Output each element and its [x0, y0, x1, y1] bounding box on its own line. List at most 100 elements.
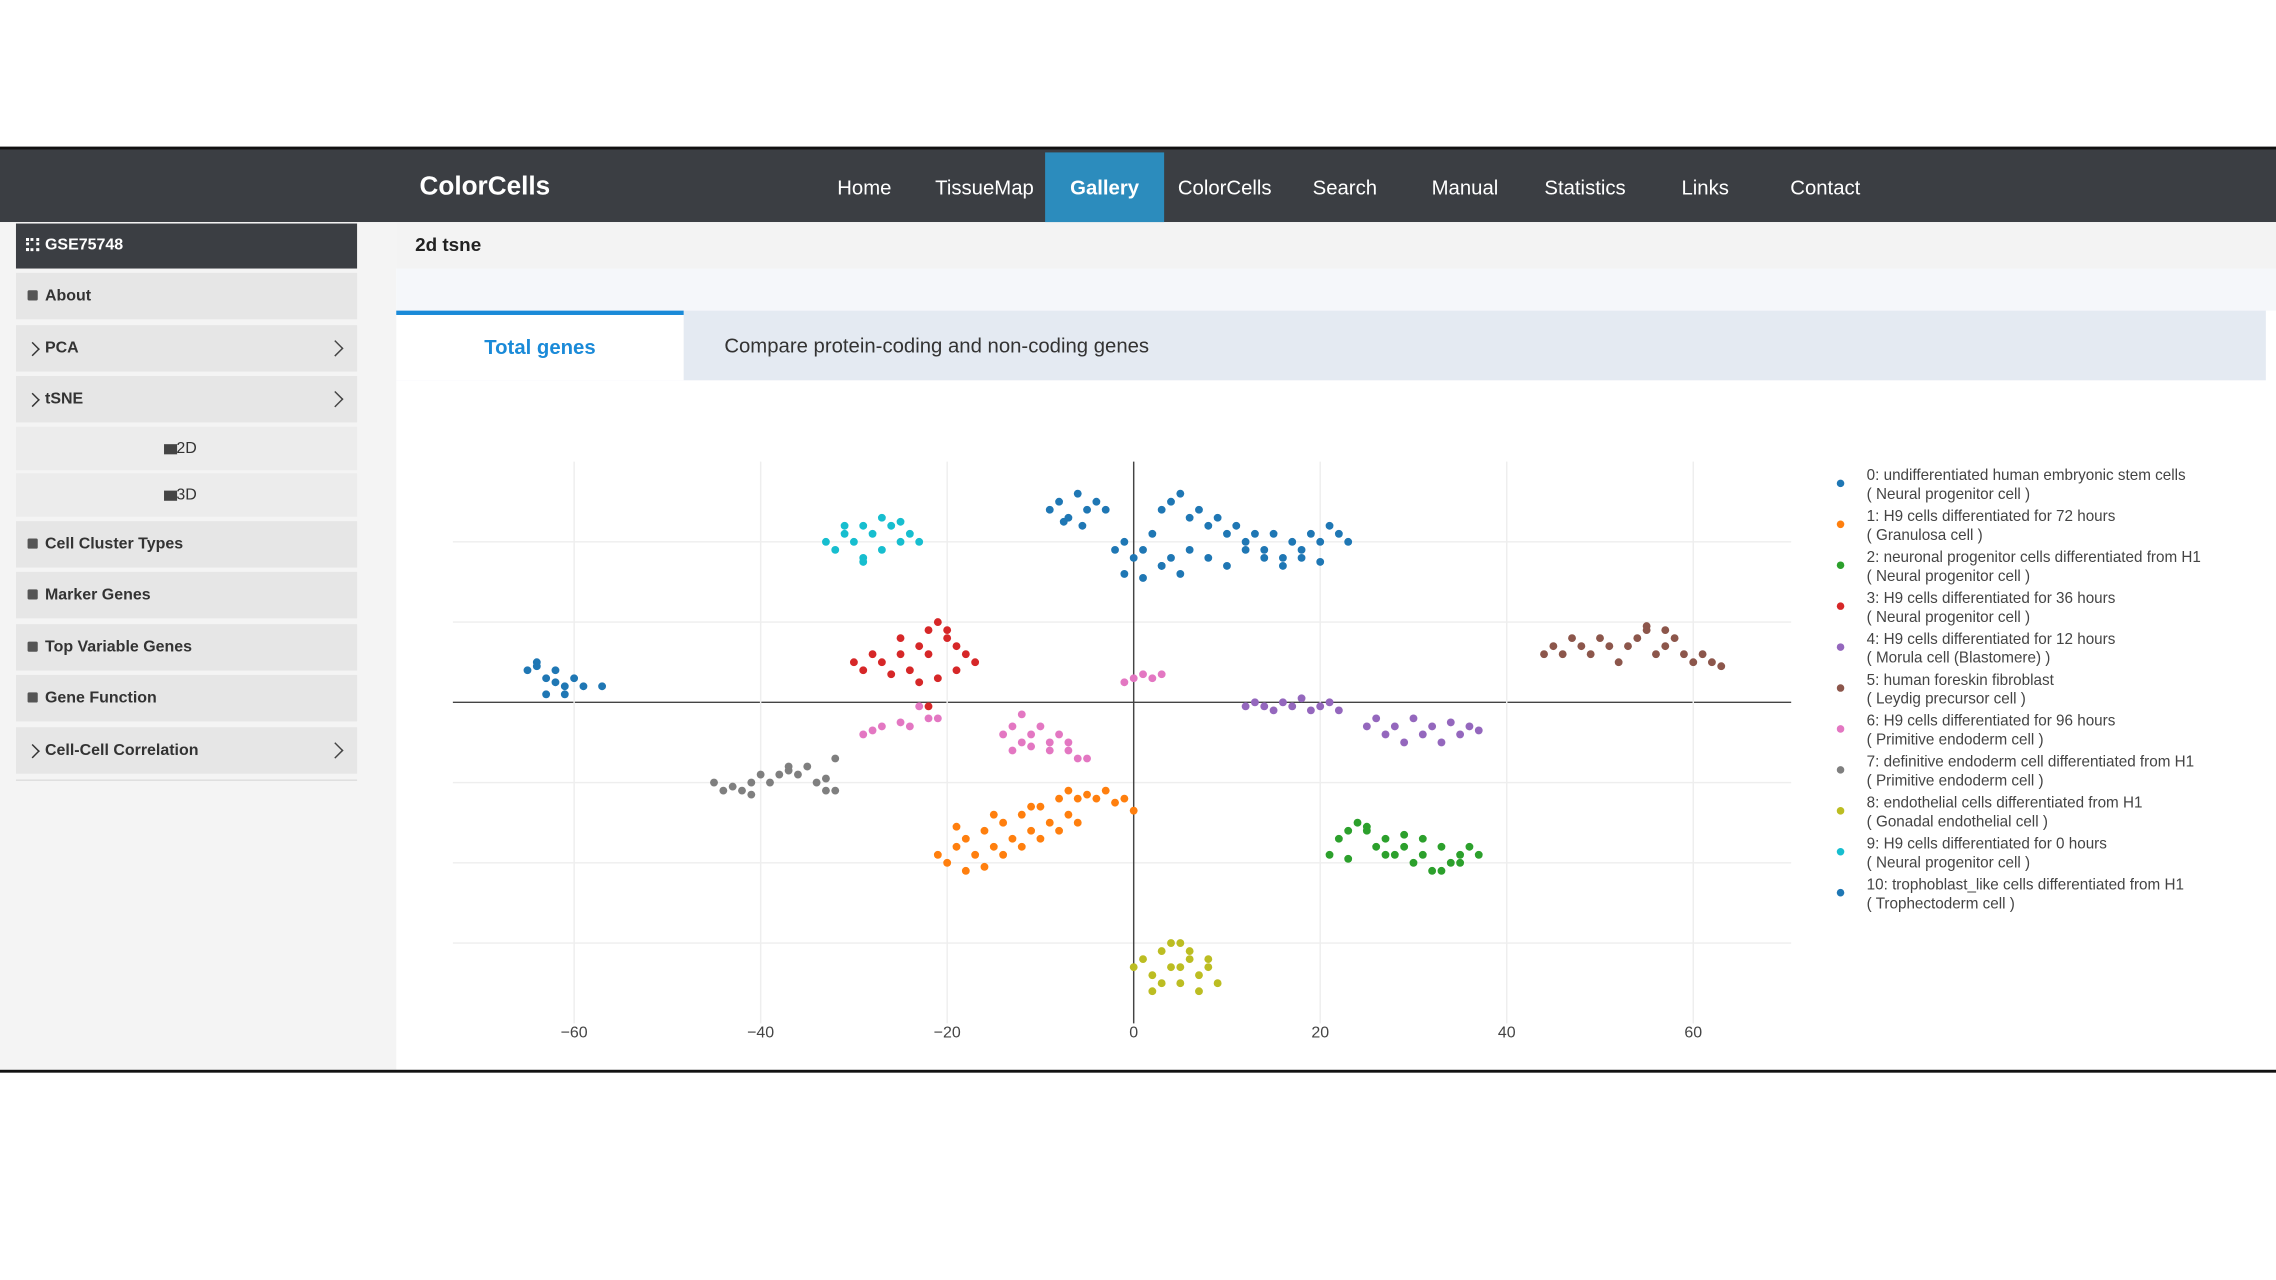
point	[1120, 537, 1129, 546]
point	[971, 850, 980, 859]
nav-link[interactable]: Home	[837, 175, 892, 199]
point	[1176, 489, 1185, 498]
tab[interactable]: Total genes	[396, 310, 684, 381]
point	[1148, 987, 1157, 996]
point	[1353, 818, 1362, 827]
point	[1055, 794, 1064, 803]
point	[1614, 658, 1623, 667]
tab[interactable]: Compare protein-coding and non-coding ge…	[724, 333, 1150, 358]
chevron	[327, 390, 344, 408]
point	[1269, 706, 1278, 715]
nav-link[interactable]: Contact	[1790, 175, 1861, 199]
point	[1381, 834, 1390, 843]
nav-link[interactable]: Statistics	[1544, 175, 1626, 199]
nav-link[interactable]: Links	[1681, 175, 1729, 199]
point	[1306, 706, 1315, 715]
nav-link[interactable]: Manual	[1431, 175, 1499, 199]
scatter-chart: −60 −40 −20 0 20 40 60 0: undifferentiated huma…	[452, 461, 2201, 1042]
point	[1213, 979, 1222, 988]
point	[747, 790, 756, 799]
point	[1083, 505, 1091, 514]
point	[1446, 718, 1455, 727]
point	[1260, 545, 1269, 554]
sidebar-item[interactable]: Cell Cluster Types	[15, 520, 358, 567]
sidebar-item[interactable]: About	[15, 272, 358, 320]
point	[1176, 570, 1185, 578]
point	[1456, 858, 1465, 867]
x-tick-label: 40	[1498, 1025, 1516, 1042]
nav-link[interactable]: ColorCells	[1177, 175, 1272, 199]
sidebar-item[interactable]: tSNE	[15, 375, 358, 423]
point	[1157, 979, 1166, 988]
point	[1129, 963, 1138, 972]
point	[1698, 650, 1707, 659]
sidebar-item[interactable]: Gene Function	[15, 674, 358, 722]
point	[747, 778, 756, 787]
sidebar-subitem[interactable]: 3D	[15, 472, 358, 517]
legend-marker	[1836, 847, 1845, 856]
point	[1073, 754, 1082, 763]
point	[1092, 794, 1101, 803]
point	[738, 786, 746, 795]
point	[1157, 947, 1166, 956]
point	[1078, 521, 1087, 530]
point	[1372, 842, 1381, 851]
point	[877, 513, 886, 522]
point	[1269, 529, 1278, 538]
point	[1059, 517, 1068, 526]
point	[905, 529, 914, 538]
point	[1334, 834, 1343, 843]
point	[719, 786, 728, 795]
sidebar-item[interactable]: PCA	[15, 324, 358, 371]
legend-sublabel: ( Morula cell (Blastomere) )	[1867, 650, 2051, 667]
nav-link[interactable]: Search	[1312, 175, 1378, 199]
point	[1707, 658, 1716, 667]
point	[560, 682, 569, 691]
sidebar-item[interactable]: Cell-Cell Correlation	[15, 726, 358, 773]
point	[1045, 738, 1054, 747]
nav-link[interactable]: Gallery	[1045, 152, 1165, 223]
point	[1577, 642, 1586, 651]
point	[1008, 722, 1017, 731]
nav-link[interactable]: TissueMap	[935, 175, 1034, 199]
sidebar-item[interactable]: Marker Genes	[15, 571, 358, 619]
point	[831, 545, 840, 554]
point	[532, 662, 541, 671]
point	[1474, 850, 1483, 859]
point	[999, 818, 1008, 827]
point	[1148, 674, 1157, 683]
point	[1045, 746, 1054, 755]
sidebar-header[interactable]: GSE75748	[15, 223, 358, 269]
point	[1185, 545, 1194, 554]
legend-label: 0: undifferentiated human embryonic stem…	[1867, 467, 2186, 484]
point	[849, 537, 858, 546]
point	[1017, 738, 1026, 747]
legend-sublabel: ( Granulosa cell )	[1867, 527, 1983, 544]
point	[1437, 842, 1446, 851]
point	[933, 618, 942, 627]
point	[1400, 738, 1409, 747]
point	[896, 517, 905, 526]
point	[915, 678, 924, 687]
sidebar-divider	[15, 779, 358, 781]
point	[915, 537, 924, 546]
sidebar-subitem[interactable]: 2D	[15, 426, 358, 470]
point	[1064, 786, 1073, 795]
point	[1055, 497, 1064, 506]
x-tick-label: 0	[1129, 1025, 1138, 1042]
point	[1409, 714, 1418, 723]
point	[812, 778, 821, 787]
point	[1325, 521, 1334, 530]
legend-label: 8: endothelial cells differentiated from…	[1867, 795, 2143, 812]
x-tick-label: 60	[1684, 1025, 1702, 1042]
point	[1652, 650, 1660, 659]
brand[interactable]: ColorCells	[419, 171, 551, 201]
point	[784, 766, 793, 775]
sidebar-item[interactable]: Top Variable Genes	[15, 623, 358, 670]
point	[1167, 497, 1175, 506]
panel-gap	[396, 268, 2276, 311]
point	[887, 521, 896, 530]
point	[551, 678, 560, 687]
point	[1251, 698, 1259, 707]
point	[849, 658, 858, 667]
